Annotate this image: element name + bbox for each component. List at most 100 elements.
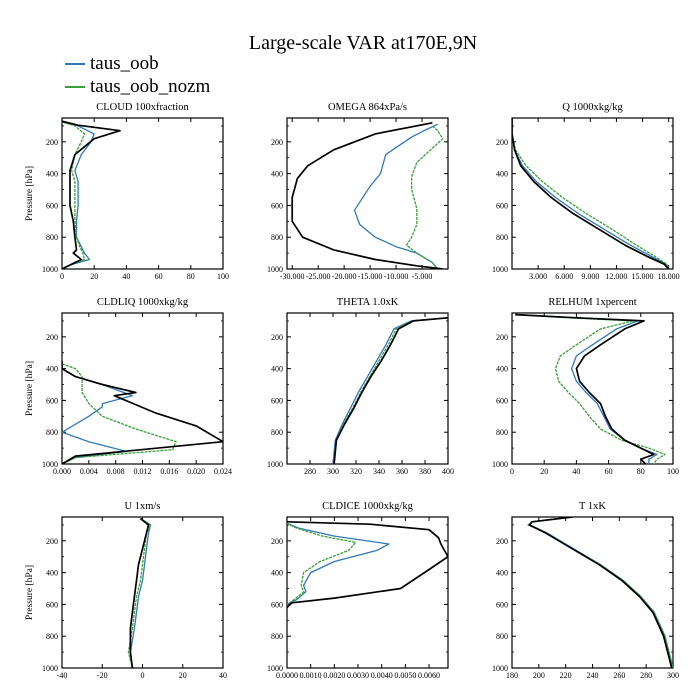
legend: taus_oob taus_oob_nozm xyxy=(65,53,211,97)
series-line-taus-oob-nozm xyxy=(516,313,666,464)
series-line-taus-oob-nozm xyxy=(287,522,357,605)
y-tick-label: 400 xyxy=(271,365,283,374)
series-group xyxy=(62,360,223,464)
y-tick-label: 800 xyxy=(496,428,508,437)
x-tick-label: 9.000 xyxy=(581,272,599,281)
plot-frame xyxy=(286,312,449,465)
y-tick-label: 1000 xyxy=(42,265,58,274)
panel-title: Q 1000xkg/kg xyxy=(562,102,623,113)
x-tick-label: 60 xyxy=(155,272,163,281)
x-tick-label: 12.000 xyxy=(605,272,627,281)
y-tick-label: 600 xyxy=(496,600,508,609)
plot-frame xyxy=(511,117,674,270)
y-tick-label: 200 xyxy=(496,537,508,546)
x-tick-label: 20 xyxy=(540,467,548,476)
series-group xyxy=(127,517,152,668)
series-line-taus-oob xyxy=(287,522,390,605)
y-tick-label: 600 xyxy=(496,396,508,405)
plot-frame xyxy=(61,516,224,669)
y-tick-label: 400 xyxy=(496,170,508,179)
y-tick-label: 600 xyxy=(46,600,58,609)
y-tick-label: 1000 xyxy=(267,460,283,469)
y-tick-label: 600 xyxy=(271,600,283,609)
y-tick-label: 1000 xyxy=(42,460,58,469)
x-tick-label: 320 xyxy=(350,467,362,476)
series-line-taus-oob xyxy=(332,317,448,464)
series-line-taus-oob xyxy=(129,518,152,668)
x-tick-label: 0.0050 xyxy=(394,671,416,680)
x-tick-label: 0.0060 xyxy=(418,671,440,680)
series-group xyxy=(291,121,444,269)
x-tick-label: 0.004 xyxy=(80,467,98,476)
panel-title: OMEGA 864xPa/s xyxy=(328,102,407,113)
plot-frame xyxy=(61,117,224,270)
series-line-control xyxy=(515,313,655,464)
series-group xyxy=(62,120,121,269)
y-axis-label: Pressure [hPa] xyxy=(25,166,35,221)
x-tick-label: 0.020 xyxy=(187,467,205,476)
y-tick-label: 200 xyxy=(271,138,283,147)
x-tick-label: 100 xyxy=(217,272,229,281)
legend-label-taus-oob-nozm: taus_oob_nozm xyxy=(90,76,211,97)
series-line-taus-oob-nozm xyxy=(62,363,177,464)
y-tick-label: 600 xyxy=(46,201,58,210)
series-line-taus-oob xyxy=(353,123,439,269)
x-tick-label: 280 xyxy=(304,467,316,476)
x-tick-label: 40 xyxy=(219,671,227,680)
panel-q: Q 1000xkg/kg 200 400 600 800 1000 3.000 6.000 9.… xyxy=(492,102,680,281)
series-group xyxy=(287,520,448,609)
y-tick-label: 200 xyxy=(46,138,58,147)
x-tick-label: 0.0020 xyxy=(323,671,345,680)
series-line-taus-oob-nozm xyxy=(62,121,86,269)
y-tick-label: 800 xyxy=(46,632,58,641)
y-tick-label: 1000 xyxy=(267,664,283,673)
y-tick-label: 400 xyxy=(46,170,58,179)
plot-frame xyxy=(286,516,449,669)
series-line-control xyxy=(528,517,673,668)
series-line-taus-oob-nozm xyxy=(405,125,444,269)
x-tick-label: 6.000 xyxy=(555,272,573,281)
y-tick-label: 200 xyxy=(271,333,283,342)
y-tick-label: 200 xyxy=(496,138,508,147)
series-line-control xyxy=(512,118,670,269)
series-group xyxy=(515,313,666,464)
x-tick-label: 220 xyxy=(560,671,572,680)
y-tick-label: 400 xyxy=(46,365,58,374)
x-tick-label: -10.000 xyxy=(384,272,409,281)
x-tick-label: -20 xyxy=(97,671,108,680)
x-tick-label: 240 xyxy=(587,671,599,680)
x-tick-label: 340 xyxy=(373,467,385,476)
panel-omega: OMEGA 864xPa/s 200 400 600 800 1000-30.000 -25… xyxy=(267,102,449,281)
y-tick-label: 1000 xyxy=(492,265,508,274)
x-tick-label: 0.012 xyxy=(134,467,152,476)
x-tick-label: -40 xyxy=(57,671,68,680)
series-group xyxy=(527,517,673,668)
x-tick-label: 400 xyxy=(442,467,454,476)
series-line-taus-oob xyxy=(528,517,673,668)
x-tick-label: 180 xyxy=(506,671,518,680)
figure-title: Large-scale VAR at170E,9N xyxy=(249,32,477,54)
x-tick-label: 80 xyxy=(637,467,645,476)
x-tick-label: 0 xyxy=(60,272,64,281)
x-tick-label: 0.000 xyxy=(53,467,71,476)
y-tick-label: 200 xyxy=(496,333,508,342)
y-tick-label: 400 xyxy=(496,365,508,374)
panel-theta: THETA 1.0xK 200 400 600 800 1000 280 300 320 340 3… xyxy=(267,297,454,476)
y-tick-label: 600 xyxy=(271,396,283,405)
x-tick-label: -30.000 xyxy=(280,272,305,281)
x-tick-label: 40 xyxy=(122,272,130,281)
panel-title: CLOUD 100xfraction xyxy=(96,102,189,113)
panel-title: CLDICE 1000xkg/kg xyxy=(322,501,413,512)
x-tick-label: 60 xyxy=(605,467,613,476)
x-tick-label: 0 xyxy=(141,671,145,680)
series-line-taus-oob xyxy=(62,121,95,269)
y-tick-label: 200 xyxy=(46,537,58,546)
series-line-control xyxy=(287,520,448,609)
series-line-control xyxy=(333,316,448,464)
x-tick-label: 0 xyxy=(510,467,514,476)
